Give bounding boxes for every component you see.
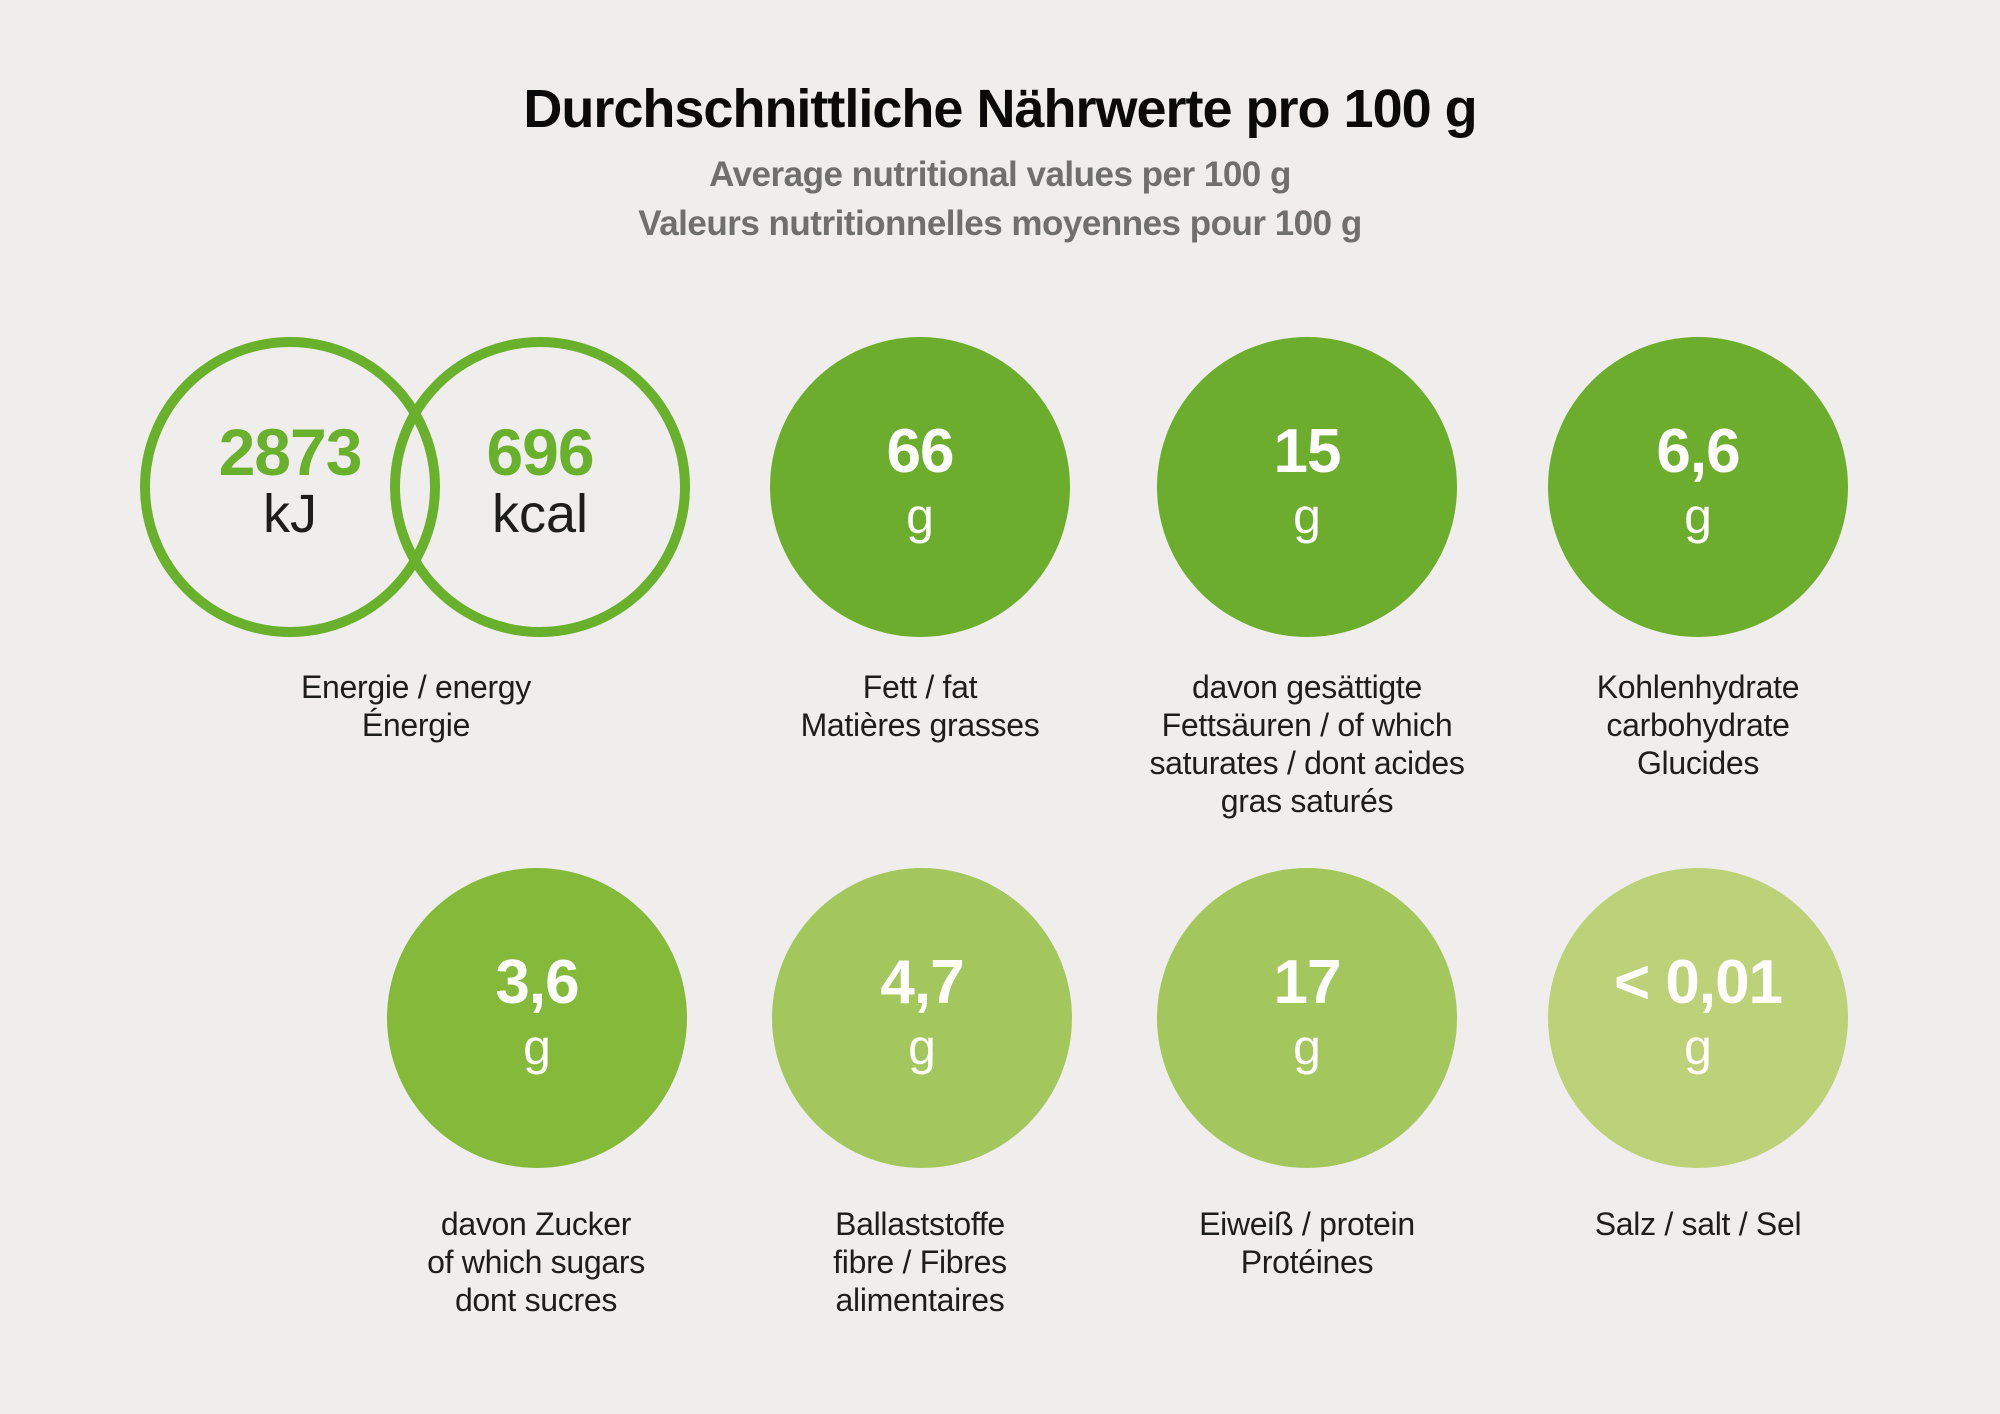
saturates-circle: 15 g xyxy=(1157,337,1457,637)
subtitle-english: Average nutritional values per 100 g xyxy=(709,155,1291,194)
fat-circle: 66 g xyxy=(770,337,1070,637)
energy-kj-unit: kJ xyxy=(263,484,317,545)
carbohydrate-unit: g xyxy=(1684,487,1712,544)
saturates-label: davon gesättigte Fettsäuren / of which s… xyxy=(1149,669,1465,819)
sugars-label: davon Zucker of which sugars dont sucres xyxy=(427,1206,645,1318)
header: Durchschnittliche Nährwerte pro 100 g Av… xyxy=(0,78,2000,248)
saturates-unit: g xyxy=(1293,487,1321,544)
fibre-unit: g xyxy=(908,1018,936,1075)
sugars-value: 3,6 xyxy=(495,947,579,1017)
energy-kcal-unit: kcal xyxy=(491,484,589,545)
fibre-circle: 4,7 g xyxy=(772,868,1072,1168)
subtitle-french: Valeurs nutritionnelles moyennes pour 10… xyxy=(638,204,1362,243)
carbohydrate-circle: 6,6 g xyxy=(1548,337,1848,637)
salt-value: < 0,01 xyxy=(1613,947,1783,1017)
carbohydrate-label: Kohlenhydrate carbohydrate Glucides xyxy=(1596,669,1800,781)
fibre-value: 4,7 xyxy=(880,947,964,1017)
fat-label: Fett / fat Matières grasses xyxy=(800,669,1040,743)
energy-kj-value: 2873 xyxy=(218,415,363,490)
protein-label: Eiweiß / protein Protéines xyxy=(1199,1206,1415,1280)
salt-unit: g xyxy=(1684,1018,1712,1075)
fibre-label: Ballaststoffe fibre / Fibres alimentaire… xyxy=(833,1206,1007,1318)
salt-circle: < 0,01 g xyxy=(1548,868,1848,1168)
energy-label: Energie / energy Énergie xyxy=(300,669,531,743)
carbohydrate-value: 6,6 xyxy=(1656,416,1740,486)
protein-value: 17 xyxy=(1273,947,1342,1017)
protein-unit: g xyxy=(1293,1018,1321,1075)
energy-kcal-value: 696 xyxy=(486,415,594,490)
fat-unit: g xyxy=(906,487,934,544)
salt-label: Salz / salt / Sel xyxy=(1594,1206,1802,1242)
fat-value: 66 xyxy=(886,416,955,486)
protein-circle: 17 g xyxy=(1157,868,1457,1168)
page-title: Durchschnittliche Nährwerte pro 100 g xyxy=(523,79,1477,139)
saturates-value: 15 xyxy=(1273,416,1342,486)
sugars-unit: g xyxy=(523,1018,551,1075)
energy-kcal-circle: 696 kcal xyxy=(390,337,690,637)
sugars-circle: 3,6 g xyxy=(387,868,687,1168)
